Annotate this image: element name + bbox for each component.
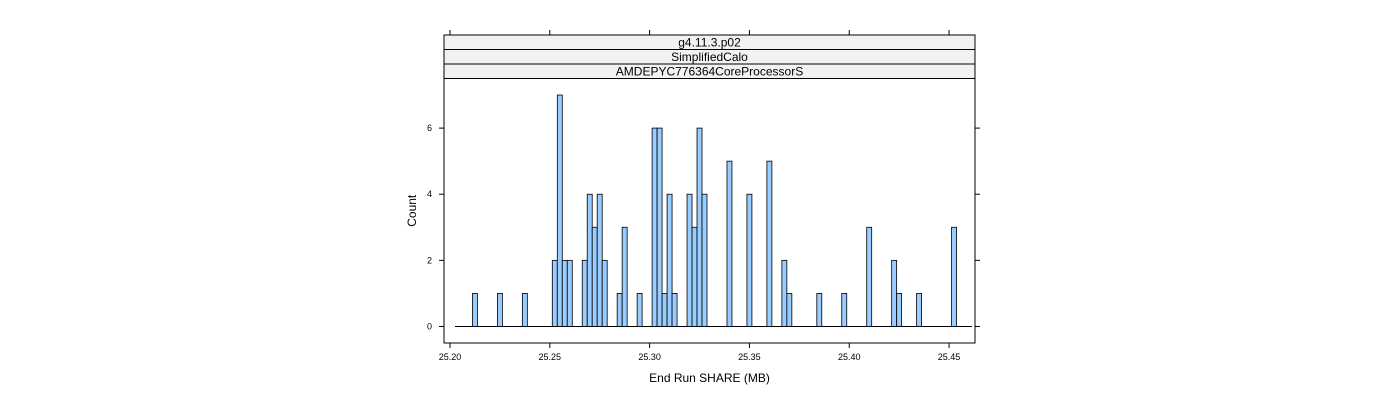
histogram-bar-35 [951,226,957,327]
histogram-bar-19 [671,293,678,327]
histogram-bar-3 [551,259,558,327]
histogram-bar-32 [891,259,898,327]
histogram-bar-27 [781,259,788,327]
x-tick-label-2: 25.30 [638,352,661,362]
histogram-bar-28 [786,293,793,327]
histogram-bar-13 [621,226,628,327]
histogram-bar-1 [496,293,503,327]
strip-label-2: AMDEPYC776364CoreProcessorS [616,65,803,79]
strip-label-1: SimplifiedCalo [671,50,748,64]
histogram-bar-7 [581,259,588,327]
histogram-bar-10 [596,193,603,327]
histogram-bar-25 [746,193,753,327]
histogram-bar-24 [726,160,733,327]
x-tick-label-5: 25.45 [938,352,961,362]
histogram-bar-4 [556,94,563,327]
histogram-bar-17 [661,293,668,327]
panel-frame [443,78,976,344]
x-tick-label-4: 25.40 [838,352,861,362]
histogram-bar-21 [691,226,698,327]
histogram-bar-31 [866,226,873,327]
strip-headers: g4.11.3.p02SimplifiedCaloAMDEPYC776364Co… [443,34,976,79]
histogram-bar-29 [816,293,823,327]
histogram-bar-22 [696,127,703,327]
y-tick-label-0: 0 [427,321,432,331]
histogram-bar-23 [701,193,708,327]
histogram-bar-26 [766,160,773,327]
y-axis-title: Count [405,194,419,227]
histogram-bar-8 [586,193,593,327]
histogram-bar-16 [656,127,663,327]
histogram-bar-14 [636,293,643,327]
histogram-bar-33 [896,293,903,327]
histogram-bar-20 [686,193,693,327]
histogram-bar-12 [616,293,623,327]
histogram-bar-30 [841,293,848,327]
x-tick-label-1: 25.25 [539,352,562,362]
x-axis-title: End Run SHARE (MB) [649,371,770,385]
x-tick-label-0: 25.20 [439,352,462,362]
strip-label-0: g4.11.3.p02 [678,36,741,50]
histogram-bar-2 [521,293,528,327]
y-tick-label-1: 2 [427,255,432,265]
histogram-bar-18 [666,193,673,327]
histogram-bars [472,94,957,327]
axis-ticks: 25.20 25.25 25.30 25.35 25.40 25.45 0 2 4 6 [427,30,980,362]
histogram-bar-11 [601,259,608,327]
histogram-bar-5 [561,259,568,327]
y-tick-label-3: 6 [427,123,432,133]
x-tick-label-3: 25.35 [738,352,761,362]
histogram-bar-6 [566,259,573,327]
y-tick-label-2: 4 [427,189,432,199]
histogram-bar-34 [916,293,923,327]
histogram-bar-9 [591,226,598,327]
histogram-bar-15 [651,127,658,327]
histogram-bar-0 [472,293,478,327]
